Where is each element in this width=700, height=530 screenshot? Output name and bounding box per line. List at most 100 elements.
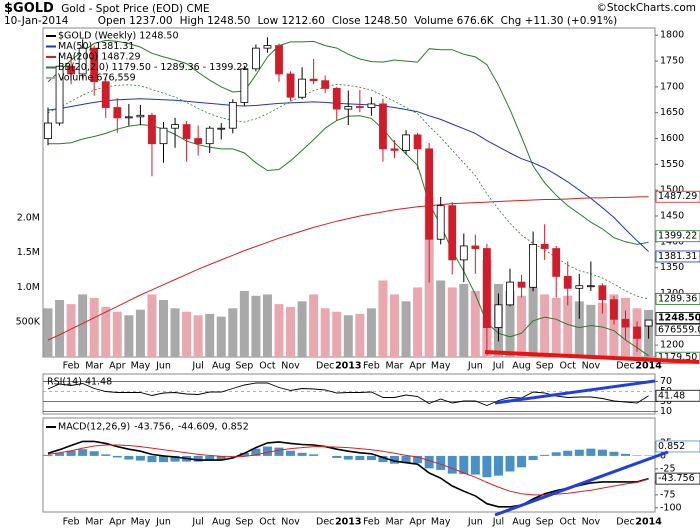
value-tag-label: 1289.36 — [658, 293, 697, 304]
histogram-bar — [528, 455, 538, 461]
histogram-bar — [413, 455, 423, 464]
candle-body — [90, 47, 99, 83]
legend-label: MA(50) 1381.31 — [58, 41, 135, 52]
histogram-bar — [401, 455, 411, 464]
y-tick-label: 1.0M — [17, 282, 40, 293]
volume-bar — [505, 290, 515, 357]
x-tick-label: 2014 — [635, 361, 662, 372]
x-tick-label: Apr — [109, 361, 126, 372]
candle-body — [182, 124, 191, 139]
value-tag-label: 41.48 — [658, 390, 685, 401]
trend-line — [494, 450, 669, 517]
histogram-bar — [124, 455, 134, 460]
legend-label: Volume 676,559 — [58, 73, 136, 84]
legend-value: 0.852 — [222, 422, 249, 433]
histogram-bar — [343, 455, 353, 460]
legend-label: MA(200) 1487.29 — [58, 52, 141, 63]
candle-body — [101, 81, 110, 108]
histogram-bar — [78, 449, 88, 456]
x-tick-label: Aug — [512, 517, 531, 528]
volume-bar — [89, 297, 99, 357]
stats-line: 10-Jan-2014 Open 1237.00 High 1248.50 Low … — [4, 15, 696, 27]
candle-body — [506, 281, 514, 306]
legend-value: -43.756, — [134, 422, 174, 433]
legend-value: -44.609, — [178, 422, 218, 433]
volume-bar — [170, 308, 180, 357]
candle-body — [586, 285, 595, 288]
histogram-bar — [597, 449, 607, 456]
candle-body — [367, 103, 376, 108]
y-tick-label: 70 — [660, 376, 672, 387]
value-tag-label: 1487.29 — [658, 191, 697, 202]
y-tick-label: 1700 — [660, 81, 684, 92]
y-tick-label: 1550 — [660, 159, 684, 170]
subtitle: Gold - Spot Price (EOD) — [61, 3, 184, 15]
x-tick-label: Feb — [363, 361, 380, 372]
x-tick-label: 2013 — [335, 361, 361, 372]
y-tick-label: 2.0M — [17, 212, 40, 223]
histogram-bar — [309, 454, 319, 456]
histogram-bar — [170, 455, 180, 462]
histogram-bar — [551, 452, 561, 456]
candle-body — [575, 285, 584, 289]
candle-body — [459, 245, 468, 261]
value-tag — [655, 190, 700, 203]
header-line: $GOLD Gold - Spot Price (EOD) CME ©Stock… — [4, 1, 696, 16]
y-tick-label: 1600 — [660, 133, 684, 144]
volume-bar — [239, 290, 249, 357]
histogram-bar — [43, 454, 53, 456]
value-tag-label: 1399.22 — [658, 231, 697, 242]
candle-body — [494, 304, 503, 328]
candle-body — [148, 114, 156, 145]
volume-bar — [320, 308, 330, 357]
histogram-bar — [621, 453, 630, 456]
histogram-bar — [55, 452, 65, 456]
x-tick-label: May — [431, 517, 451, 528]
macd-line — [47, 440, 649, 508]
value-tag — [655, 324, 700, 336]
value-tag-label: 0.852 — [658, 441, 685, 452]
volume-bar — [470, 290, 480, 357]
histogram-bar — [517, 455, 527, 468]
volume-bar — [378, 280, 388, 357]
volume-bar — [401, 301, 411, 357]
y-tick-label: 1350 — [660, 262, 684, 273]
candle-body — [263, 45, 272, 49]
candle-body — [159, 127, 168, 145]
x-tick-label: Aug — [212, 517, 231, 528]
candle-body — [413, 134, 422, 150]
candle-body — [529, 244, 537, 288]
histogram-bar — [366, 455, 376, 461]
volume-bar — [609, 294, 619, 357]
value-tag-label: 1381.31 — [658, 251, 697, 262]
volume-bar — [101, 306, 111, 357]
stat: Volume 676.6K — [414, 15, 494, 27]
histogram-bar — [193, 455, 203, 462]
candle-body — [194, 138, 203, 145]
histogram-bar — [112, 455, 122, 458]
histogram-bar — [632, 455, 642, 456]
histogram-bar — [563, 450, 573, 456]
candle-body — [205, 127, 214, 145]
x-tick-label: Feb — [363, 517, 380, 528]
rsi-line — [47, 382, 649, 406]
candle-body — [540, 244, 549, 249]
y-tick-label: 500K — [16, 317, 41, 328]
volume-bar — [147, 294, 157, 357]
source: ©StockCharts.com — [596, 2, 696, 14]
x-tick-label: Nov — [582, 361, 601, 372]
x-tick-label: Jun — [467, 517, 483, 528]
x-tick-label: Jul — [191, 517, 203, 528]
volume-bar — [182, 311, 192, 357]
histogram-bar — [378, 455, 388, 463]
x-tick-label: Sep — [536, 517, 554, 528]
histogram-bar — [574, 449, 584, 456]
x-tick-label: Nov — [281, 517, 300, 528]
x-tick-label: Mar — [85, 361, 103, 372]
x-tick-label: Feb — [63, 361, 80, 372]
x-tick-label: Dec — [616, 517, 634, 528]
candle-body — [251, 47, 260, 70]
candle-body — [644, 319, 653, 327]
histogram-bar — [436, 455, 446, 470]
